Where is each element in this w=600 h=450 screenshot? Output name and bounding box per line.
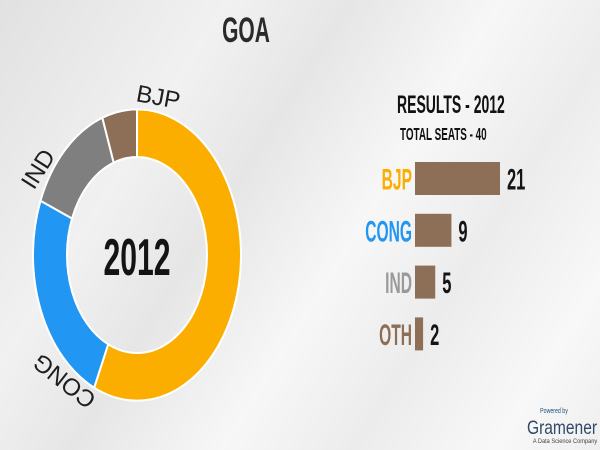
bar-row-ind: IND 5 <box>385 265 451 301</box>
bar-chart: RESULTS - 2012 TOTAL SEATS - 40 BJP 21 CON… <box>365 92 525 352</box>
bar-chart-title: RESULTS - 2012 <box>397 92 505 119</box>
brand-name: Gramener <box>527 417 597 439</box>
bar-row-bjp: BJP 21 <box>382 162 525 197</box>
donut-slice-oth <box>101 108 138 165</box>
donut-center-label: 2012 <box>103 230 170 287</box>
bar-row-cong: CONG 9 <box>365 213 468 249</box>
bar-value-ind: 5 <box>442 267 451 300</box>
bar-label-bjp: BJP <box>382 163 412 197</box>
bar-value-bjp: 21 <box>507 163 525 196</box>
bar-bjp <box>415 162 500 195</box>
bar-value-cong: 9 <box>458 215 467 248</box>
page-title: GOA <box>222 12 270 51</box>
bar-oth <box>415 317 424 351</box>
brand-tagline: A Data Science Company <box>533 438 598 445</box>
bar-label-cong: CONG <box>365 215 412 249</box>
bar-cong <box>415 213 452 247</box>
bar-row-oth: OTH 2 <box>379 317 439 352</box>
bar-label-oth: OTH <box>379 319 412 353</box>
branding-logo: Powered by Gramener A Data Science Compa… <box>527 407 598 445</box>
donut-slice-bjp <box>92 108 242 402</box>
bar-rows: BJP 21 CONG 9 IND 5 OTH 2 <box>365 162 525 352</box>
bar-ind <box>415 265 436 299</box>
bar-value-oth: 2 <box>430 319 439 352</box>
bar-chart-subtitle: TOTAL SEATS - 40 <box>400 125 487 145</box>
donut-slices <box>32 108 242 402</box>
powered-by-text: Powered by <box>540 407 568 415</box>
bar-label-ind: IND <box>385 267 412 301</box>
